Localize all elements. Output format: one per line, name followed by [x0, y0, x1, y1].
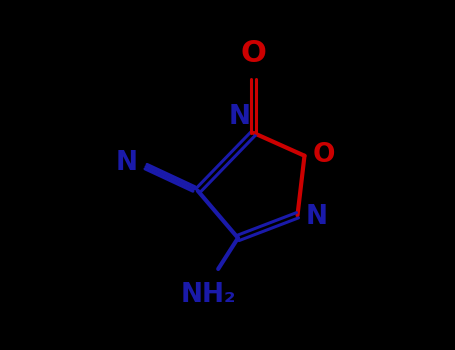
- Text: N: N: [116, 150, 138, 176]
- Text: N: N: [305, 204, 327, 230]
- Text: N: N: [229, 104, 251, 130]
- Text: O: O: [312, 142, 335, 168]
- Text: NH₂: NH₂: [181, 281, 236, 308]
- Text: O: O: [241, 38, 267, 68]
